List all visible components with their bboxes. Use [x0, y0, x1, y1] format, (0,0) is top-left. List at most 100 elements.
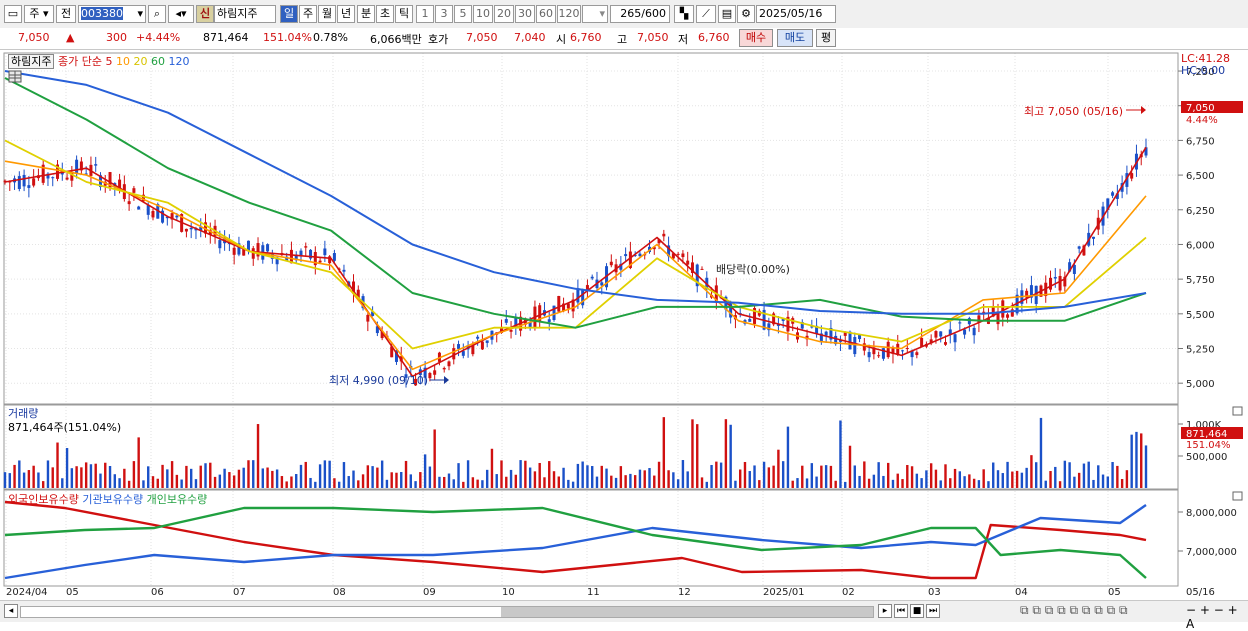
candle-body: [1068, 262, 1072, 272]
volume-bar: [13, 464, 16, 488]
candle-body: [1010, 309, 1014, 317]
volume-bar: [619, 466, 623, 488]
minute-30-button[interactable]: 30: [515, 5, 535, 23]
minute-60-button[interactable]: 60: [536, 5, 556, 23]
minute-20-button[interactable]: 20: [494, 5, 514, 23]
ma60-label[interactable]: 60: [150, 55, 165, 68]
volume-bar: [1044, 480, 1047, 488]
volume-bar: [781, 461, 785, 488]
minute-120-button[interactable]: 120: [557, 5, 581, 23]
foreign-holdings-label[interactable]: 외국인보유수량: [8, 493, 79, 506]
volume-bar: [89, 464, 93, 488]
volume-bar: [672, 472, 675, 488]
candle-body: [242, 248, 246, 256]
period-week-button[interactable]: 주: [299, 5, 317, 23]
volume-bar: [247, 460, 250, 488]
window-icon[interactable]: ▭: [4, 5, 22, 23]
rewind-icon[interactable]: ⏮: [894, 604, 908, 618]
volume-bar: [323, 460, 327, 488]
interval-select[interactable]: ▾: [582, 5, 608, 23]
date-input[interactable]: 2025/05/16: [756, 5, 836, 23]
stock-chart[interactable]: 7,2507,0006,7506,5006,2506,0005,7505,500…: [0, 50, 1248, 600]
ma20-label[interactable]: 20: [133, 55, 148, 68]
buy-button[interactable]: 매수: [739, 29, 773, 47]
volume-bar: [280, 476, 284, 488]
minute-10-button[interactable]: 10: [473, 5, 493, 23]
dividend-annotation: 배당락(0.00%): [716, 263, 790, 276]
period-year-button[interactable]: 년: [337, 5, 355, 23]
volume-bar: [882, 475, 885, 488]
minute-3-button[interactable]: 3: [435, 5, 453, 23]
ma120-label[interactable]: 120: [168, 55, 190, 68]
volume-bar: [1049, 471, 1052, 488]
draw-tool-icon[interactable]: ⟋: [696, 5, 716, 23]
current-volume-tag: 871,464: [1186, 429, 1227, 440]
stock-name-field[interactable]: 하림지주: [214, 5, 276, 23]
volume-bar: [815, 476, 818, 488]
period-minute-button[interactable]: 분: [357, 5, 375, 23]
indicator-icon[interactable]: ▚: [674, 5, 694, 23]
institution-holdings-label[interactable]: 기관보유수량: [82, 493, 144, 506]
gear-icon[interactable]: ⚙: [737, 5, 755, 23]
volume-bar: [41, 481, 45, 488]
volume-bar: [1006, 461, 1009, 488]
candle-body: [528, 321, 532, 329]
candle-body: [414, 378, 418, 386]
ma10-label[interactable]: 10: [115, 55, 130, 68]
high-price: 7,050: [637, 31, 669, 44]
minute-5-button[interactable]: 5: [454, 5, 472, 23]
stop-icon[interactable]: ■: [910, 604, 924, 618]
volume-title[interactable]: 거래량: [8, 407, 39, 420]
candle-body: [667, 245, 671, 257]
volume-bar: [199, 465, 202, 488]
volume-bar: [719, 462, 723, 488]
volume-bar: [147, 466, 150, 488]
volume-bar: [37, 472, 40, 488]
forward-icon[interactable]: ⏭: [926, 604, 940, 618]
period-day-button[interactable]: 일: [280, 5, 298, 23]
candlesticks: [3, 138, 1148, 388]
candle-body: [22, 174, 26, 187]
market-select[interactable]: 주 ▾: [24, 5, 54, 23]
candle-body: [170, 213, 174, 220]
scroll-left-icon[interactable]: ◂: [4, 604, 18, 618]
volume-bar: [538, 462, 541, 488]
price-legend: 하림지주 종가 단순 5 10 20 60 120: [8, 53, 189, 69]
zoom-tools-icon[interactable]: ⧉ ⧉ ⧉ ⧉ ⧉ ⧉ ⧉ ⧉ ⧉: [1020, 603, 1128, 617]
volume-bar: [939, 480, 942, 488]
volume-bar: [376, 467, 379, 488]
scroll-right-icon[interactable]: ▸: [878, 604, 892, 618]
candle-body: [700, 268, 704, 270]
sell-button[interactable]: 매도: [777, 29, 813, 47]
scroll-track[interactable]: [20, 606, 874, 618]
save-icon[interactable]: ▤: [718, 5, 736, 23]
volume-bar: [1015, 470, 1019, 488]
volume-bar: [1011, 471, 1014, 488]
scroll-thumb[interactable]: [501, 607, 873, 617]
search-icon[interactable]: ⌕: [148, 5, 166, 23]
period-second-button[interactable]: 초: [376, 5, 394, 23]
price-legend-name[interactable]: 하림지주: [8, 54, 55, 69]
volume-bar: [972, 478, 976, 488]
scope-select[interactable]: 전: [56, 5, 76, 23]
period-tick-button[interactable]: 틱: [395, 5, 413, 23]
volume-ratio: 151.04%: [263, 31, 312, 44]
flat-button[interactable]: 평: [816, 29, 836, 47]
individual-holdings-label[interactable]: 개인보유수량: [146, 493, 208, 506]
ma5-label[interactable]: 5: [105, 55, 113, 68]
candle-body: [929, 339, 933, 344]
volume-bar: [777, 449, 780, 488]
volume-bar: [958, 471, 962, 488]
volume-bar: [423, 454, 427, 488]
bar-count-input[interactable]: 265/600: [610, 5, 670, 23]
zoom-controls-icon[interactable]: − + − + A: [1186, 603, 1238, 631]
candle-body: [590, 276, 594, 279]
candle-body: [318, 260, 322, 263]
volume-bar: [94, 463, 97, 488]
minute-1-button[interactable]: 1: [416, 5, 434, 23]
speaker-icon[interactable]: ◂▾: [168, 5, 194, 23]
volume-bar: [648, 468, 651, 488]
volume-bar: [61, 478, 64, 488]
period-month-button[interactable]: 월: [318, 5, 336, 23]
stock-code-input[interactable]: 003380 ▾: [78, 5, 146, 23]
